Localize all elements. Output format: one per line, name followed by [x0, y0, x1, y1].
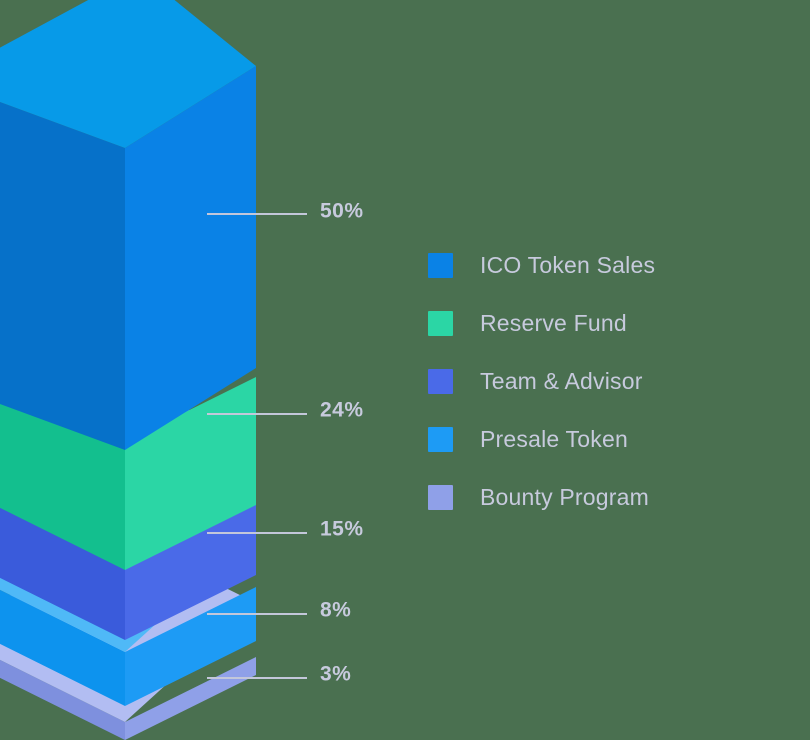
legend-swatch-icon-reserve-fund	[428, 310, 453, 336]
legend-swatch-icon-bounty-program	[428, 484, 453, 510]
legend-item-reserve-fund[interactable]: Reserve Fund	[428, 294, 768, 352]
callout-ico-token-sales: 50%	[207, 200, 364, 223]
legend-item-presale-token[interactable]: Presale Token	[428, 410, 768, 468]
block-presale-token-left-face	[0, 589, 125, 706]
legend-label-team-advisor: Team & Advisor	[480, 367, 643, 394]
legend-swatch-icon-team-advisor	[428, 368, 453, 394]
block-presale-token-right-face	[125, 587, 256, 706]
block-ico-token-sales-left-face	[0, 102, 125, 450]
value-label-presale-token: 8%	[320, 599, 351, 622]
block-reserve-fund-right-face	[125, 377, 256, 570]
value-label-reserve-fund: 24%	[320, 399, 364, 422]
chart-legend: ICO Token Sales Reserve Fund Team & Advi…	[428, 236, 768, 526]
callout-presale-token: 8%	[207, 599, 351, 622]
value-label-ico-token-sales: 50%	[320, 200, 364, 223]
callout-reserve-fund: 24%	[207, 399, 364, 422]
callout-bounty-program: 3%	[207, 663, 351, 686]
block-team-advisor-left-face	[0, 499, 125, 640]
legend-item-team-advisor[interactable]: Team & Advisor	[428, 352, 768, 410]
block-ico-token-sales-top-face	[0, 0, 256, 148]
callout-team-advisor: 15%	[207, 518, 364, 541]
value-label-team-advisor: 15%	[320, 518, 364, 541]
block-ico-token-sales-right-face	[125, 66, 256, 450]
value-callouts: 50% 24% 15% 8% 3%	[207, 200, 364, 686]
legend-item-bounty-program[interactable]: Bounty Program	[428, 468, 768, 526]
value-label-bounty-program: 3%	[320, 663, 351, 686]
block-ico-token-sales[interactable]	[0, 0, 256, 450]
legend-swatch-icon-ico-token-sales	[428, 252, 453, 278]
legend-label-presale-token: Presale Token	[480, 425, 628, 452]
legend-swatch-icon-presale-token	[428, 426, 453, 452]
legend-label-bounty-program: Bounty Program	[480, 483, 649, 510]
legend-label-reserve-fund: Reserve Fund	[480, 309, 627, 336]
legend-item-ico-token-sales[interactable]: ICO Token Sales	[428, 236, 768, 294]
block-bounty-program-left-face	[0, 659, 125, 740]
legend-label-ico-token-sales: ICO Token Sales	[480, 251, 656, 278]
